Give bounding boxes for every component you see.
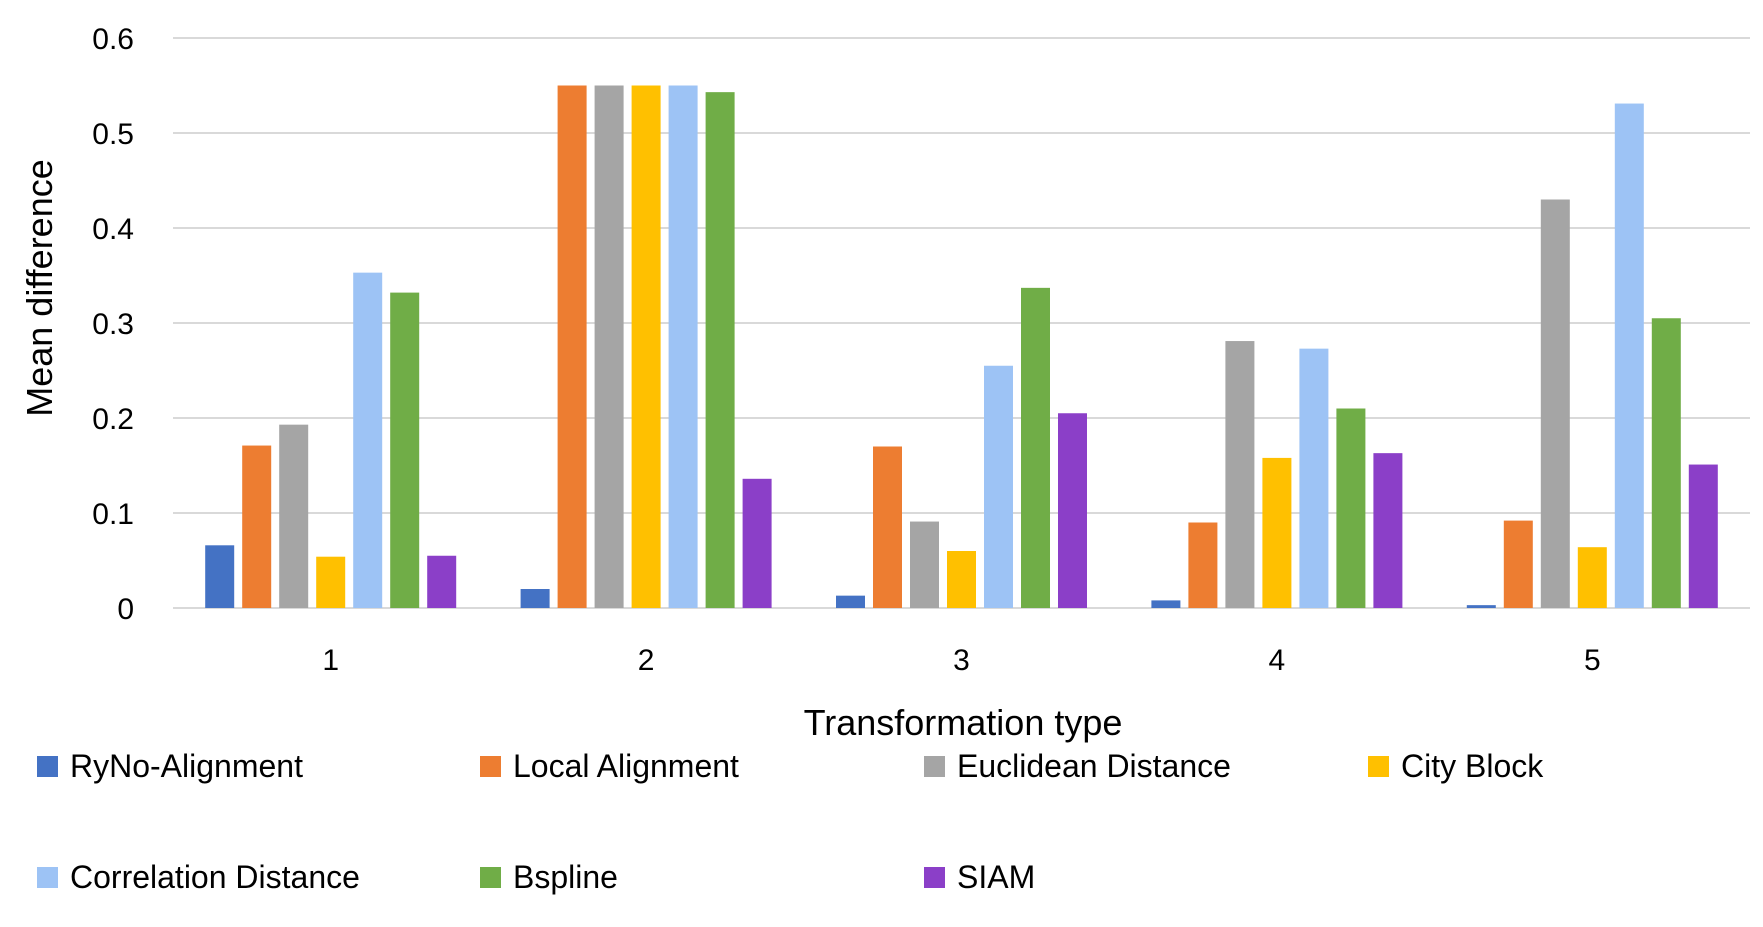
x-axis-title: Transformation type bbox=[804, 702, 1123, 743]
bar bbox=[520, 589, 550, 608]
y-tick-label: 0.6 bbox=[92, 23, 134, 56]
bar bbox=[1651, 318, 1681, 608]
y-axis: 0 0.1 0.2 0.3 0.4 0.5 0.6 bbox=[92, 23, 134, 626]
y-tick-label: 0.3 bbox=[92, 308, 134, 341]
bar bbox=[427, 555, 457, 608]
legend-swatch bbox=[480, 867, 501, 888]
x-tick-label: 2 bbox=[638, 644, 655, 677]
bar bbox=[594, 85, 624, 608]
bar bbox=[910, 521, 939, 608]
bar bbox=[1688, 464, 1718, 608]
legend-swatch bbox=[1368, 756, 1389, 777]
bar bbox=[1336, 408, 1366, 608]
legend-label: RyNo-Alignment bbox=[70, 748, 303, 784]
legend-label: Euclidean Distance bbox=[957, 748, 1231, 784]
x-tick-label: 5 bbox=[1584, 644, 1601, 677]
bar bbox=[631, 85, 661, 608]
x-tick-label: 4 bbox=[1269, 644, 1286, 677]
legend-swatch bbox=[924, 867, 945, 888]
bar bbox=[242, 445, 272, 608]
bar bbox=[1262, 457, 1292, 608]
legend-swatch bbox=[924, 756, 945, 777]
y-axis-title: Mean difference bbox=[19, 159, 60, 417]
bar bbox=[1614, 103, 1644, 609]
bar bbox=[1188, 522, 1218, 608]
bar bbox=[984, 365, 1013, 608]
bar bbox=[742, 478, 772, 608]
bar bbox=[390, 292, 420, 608]
bar bbox=[668, 85, 698, 608]
bar bbox=[316, 556, 346, 608]
y-tick-label: 0.2 bbox=[92, 403, 134, 436]
bar bbox=[279, 424, 309, 608]
bar bbox=[836, 595, 865, 608]
bars bbox=[205, 85, 1718, 609]
y-tick-label: 0.4 bbox=[92, 213, 134, 246]
legend-label: City Block bbox=[1401, 748, 1544, 784]
legend-label: Bspline bbox=[513, 859, 618, 895]
legend-swatch bbox=[480, 756, 501, 777]
bar bbox=[1373, 453, 1403, 608]
legend-label: Correlation Distance bbox=[70, 859, 360, 895]
bar bbox=[1299, 348, 1329, 608]
bar bbox=[205, 545, 235, 608]
legend: RyNo-Alignment Local Alignment Euclidean D… bbox=[37, 748, 1544, 895]
bar bbox=[1225, 341, 1255, 608]
gridlines bbox=[173, 37, 1750, 609]
legend-label: SIAM bbox=[957, 859, 1035, 895]
legend-swatch bbox=[37, 867, 58, 888]
bar bbox=[1540, 199, 1570, 608]
bar bbox=[873, 446, 902, 608]
bar bbox=[353, 272, 383, 608]
legend-swatch bbox=[37, 756, 58, 777]
bar bbox=[1151, 600, 1181, 608]
y-tick-label: 0.1 bbox=[92, 498, 134, 531]
bar bbox=[1577, 547, 1607, 608]
legend-label: Local Alignment bbox=[513, 748, 739, 784]
y-tick-label: 0 bbox=[117, 593, 134, 626]
bar bbox=[947, 551, 976, 608]
x-axis: 1 2 3 4 5 bbox=[322, 644, 1600, 677]
x-tick-label: 1 bbox=[322, 644, 339, 677]
bar bbox=[557, 85, 587, 608]
bar bbox=[1466, 605, 1496, 608]
bar bbox=[1021, 287, 1050, 608]
x-tick-label: 3 bbox=[953, 644, 970, 677]
bar bbox=[1503, 520, 1533, 608]
y-tick-label: 0.5 bbox=[92, 118, 134, 151]
bar bbox=[705, 92, 735, 608]
bar bbox=[1058, 413, 1087, 608]
